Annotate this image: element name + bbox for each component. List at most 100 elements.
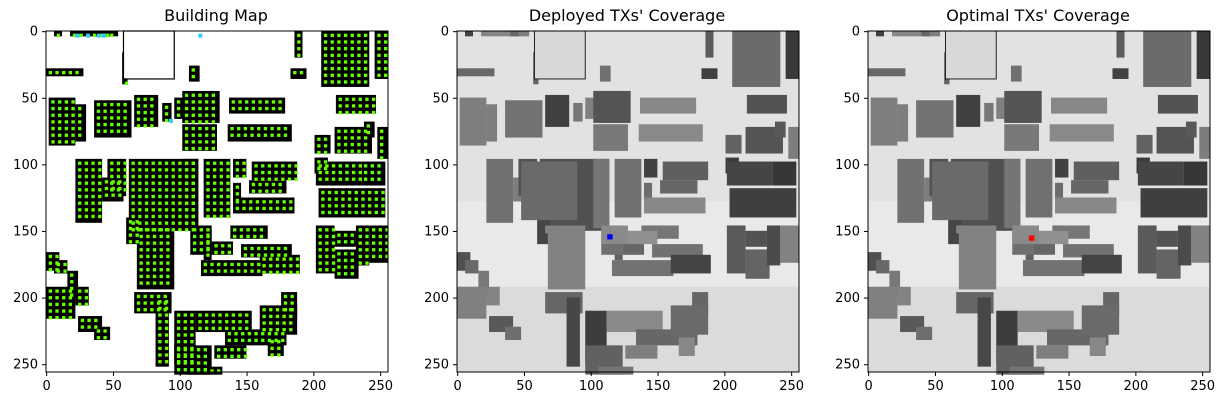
candidate-tx-point <box>219 214 224 219</box>
candidate-tx-point <box>274 338 278 343</box>
building-shadow <box>705 31 714 58</box>
candidate-tx-point <box>128 240 133 244</box>
building-shadow <box>1051 97 1108 114</box>
candidate-tx-point <box>98 208 102 212</box>
building-shadow <box>537 217 551 245</box>
candidate-tx-point <box>263 246 268 251</box>
candidate-tx-point <box>287 164 292 168</box>
candidate-tx-point <box>363 46 368 51</box>
candidate-tx-point <box>226 201 230 205</box>
candidate-tx-point <box>192 228 197 232</box>
candidate-tx-point <box>104 193 109 197</box>
candidate-tx-point <box>219 208 224 212</box>
building-shadow <box>566 297 580 367</box>
candidate-tx-point <box>116 168 121 172</box>
candidate-tx-point <box>267 170 272 175</box>
candidate-tx-point <box>270 246 274 251</box>
candidate-tx-point <box>274 332 278 336</box>
candidate-tx-point <box>159 248 163 252</box>
candidate-tx-point <box>350 136 354 140</box>
building-shadow <box>585 97 596 119</box>
candidate-tx-point <box>282 257 286 261</box>
candidate-tx-point <box>261 338 265 343</box>
candidate-tx-point <box>221 250 225 255</box>
candidate-tx-point <box>190 369 194 373</box>
candidate-tx-point <box>226 188 230 192</box>
candidate-tx-point <box>371 241 376 245</box>
candidate-tx-point <box>70 286 74 291</box>
candidate-tx-point <box>211 133 215 137</box>
candidate-tx-point <box>237 262 241 267</box>
x-tick-label: 100 <box>990 379 1015 394</box>
candidate-tx-point <box>323 53 328 57</box>
candidate-tx-point <box>184 93 189 97</box>
candidate-tx-point <box>249 206 253 211</box>
candidate-tx-point <box>91 208 95 212</box>
candidate-tx-point <box>87 318 91 323</box>
candidate-tx-point <box>70 280 74 284</box>
candidate-tx-point <box>343 73 348 77</box>
candidate-tx-point <box>176 326 181 331</box>
candidate-tx-point <box>158 320 162 324</box>
candidate-tx-point <box>327 197 332 201</box>
building-shadow <box>1156 249 1181 279</box>
candidate-tx-point <box>116 109 121 113</box>
candidate-tx-point <box>138 201 142 205</box>
candidate-tx-point <box>110 168 114 172</box>
building-shadow <box>745 249 770 279</box>
candidate-tx-point <box>191 146 195 151</box>
candidate-tx-point <box>55 316 59 320</box>
candidate-tx-point <box>223 354 228 359</box>
candidate-tx-point <box>226 194 230 199</box>
candidate-tx-point <box>191 140 195 144</box>
candidate-tx-point <box>351 177 356 181</box>
candidate-tx-point <box>257 253 261 257</box>
candidate-tx-point <box>151 161 155 165</box>
candidate-tx-point <box>230 133 234 137</box>
candidate-tx-point <box>128 226 133 231</box>
candidate-tx-point <box>275 270 280 275</box>
candidate-tx-point <box>233 228 237 232</box>
candidate-tx-point <box>144 181 149 185</box>
candidate-tx-point <box>254 170 258 175</box>
candidate-tx-point <box>152 234 157 239</box>
candidate-tx-point <box>343 149 348 153</box>
candidate-tx-point <box>178 174 182 179</box>
candidate-tx-point <box>184 133 189 137</box>
candidate-tx-point <box>275 308 280 312</box>
building-shadow <box>1033 241 1056 255</box>
candidate-tx-point <box>337 136 341 140</box>
candidate-tx-point <box>166 281 170 285</box>
building-shadow <box>547 225 586 290</box>
candidate-tx-point <box>196 354 201 359</box>
candidate-tx-point <box>139 261 143 265</box>
candidate-tx-point <box>158 360 162 364</box>
candidate-tx-point <box>323 33 328 37</box>
candidate-tx-point <box>235 206 240 211</box>
candidate-tx-point <box>233 234 237 239</box>
candidate-tx-point <box>58 133 62 137</box>
x-tick-label: 150 <box>1057 379 1082 394</box>
candidate-tx-point <box>277 353 281 357</box>
candidate-tx-point <box>184 161 189 165</box>
candidate-tx-point <box>247 332 252 336</box>
candidate-tx-point <box>246 228 250 232</box>
candidate-tx-point <box>78 161 82 165</box>
candidate-tx-point <box>91 174 95 179</box>
candidate-tx-point <box>176 106 181 111</box>
candidate-tx-point <box>178 181 182 185</box>
candidate-tx-point <box>96 336 101 340</box>
candidate-tx-point <box>227 338 232 343</box>
candidate-tx-point <box>138 214 142 219</box>
candidate-tx-point <box>151 221 155 225</box>
x-tick-label: 0 <box>43 379 51 394</box>
candidate-tx-point <box>262 264 266 268</box>
candidate-tx-point <box>337 272 341 276</box>
candidate-tx-point <box>254 338 258 343</box>
candidate-tx-point <box>289 264 293 268</box>
candidate-tx-point <box>317 144 321 148</box>
candidate-tx-point <box>379 142 384 147</box>
candidate-tx-point <box>51 120 55 124</box>
candidate-tx-point <box>178 221 182 225</box>
